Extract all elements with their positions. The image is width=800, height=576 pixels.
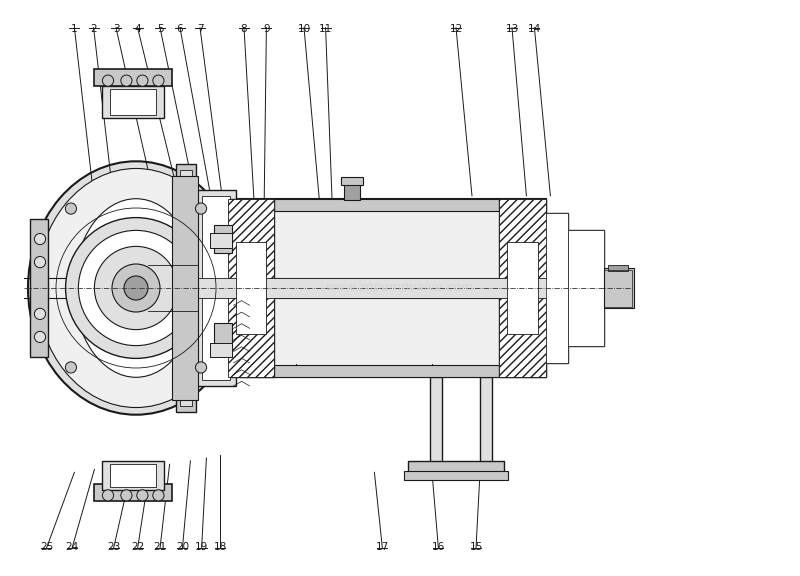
Bar <box>568 230 604 346</box>
Bar <box>228 199 546 211</box>
Text: 21: 21 <box>154 543 166 552</box>
Circle shape <box>137 75 148 86</box>
Bar <box>568 230 604 346</box>
Text: 4: 4 <box>134 24 141 33</box>
Bar <box>507 242 538 334</box>
Circle shape <box>124 276 148 300</box>
Bar <box>344 184 360 200</box>
Circle shape <box>34 308 46 320</box>
Circle shape <box>66 203 77 214</box>
Bar <box>196 190 236 386</box>
Text: 13: 13 <box>506 24 518 33</box>
Bar <box>408 461 504 475</box>
Text: 12: 12 <box>450 24 462 33</box>
Ellipse shape <box>28 161 244 415</box>
Text: 17: 17 <box>376 543 389 552</box>
Text: 20: 20 <box>176 543 189 552</box>
Bar <box>430 377 442 464</box>
Bar <box>604 270 632 307</box>
Bar <box>228 199 546 377</box>
Circle shape <box>112 264 160 312</box>
Circle shape <box>34 233 46 245</box>
Circle shape <box>34 256 46 268</box>
Bar <box>228 199 274 377</box>
Text: 15: 15 <box>470 543 482 552</box>
Bar <box>110 89 156 115</box>
Text: 10: 10 <box>298 24 310 33</box>
Bar <box>210 233 232 248</box>
Bar <box>341 177 363 185</box>
Text: 11: 11 <box>319 24 332 33</box>
Bar <box>210 343 232 357</box>
Bar <box>214 225 232 253</box>
Bar <box>546 213 568 363</box>
Circle shape <box>34 331 46 343</box>
Circle shape <box>195 203 206 214</box>
Bar <box>228 199 274 377</box>
Circle shape <box>102 490 114 501</box>
Circle shape <box>153 75 164 86</box>
Circle shape <box>121 490 132 501</box>
Bar <box>94 69 172 86</box>
Bar <box>499 199 546 377</box>
Ellipse shape <box>37 169 235 408</box>
Circle shape <box>66 362 77 373</box>
Text: 5: 5 <box>157 24 163 33</box>
Bar <box>236 242 266 334</box>
Text: www.zgpumpvalve.com: www.zgpumpvalve.com <box>326 282 474 294</box>
Text: 25: 25 <box>40 543 53 552</box>
Bar <box>604 268 634 308</box>
Bar <box>172 176 198 400</box>
Circle shape <box>66 218 206 358</box>
Text: 1: 1 <box>71 24 78 33</box>
Text: 9: 9 <box>263 24 270 33</box>
Circle shape <box>94 247 178 329</box>
Bar <box>480 377 492 464</box>
Text: 22: 22 <box>131 543 144 552</box>
Text: 8: 8 <box>241 24 247 33</box>
Bar <box>94 484 172 501</box>
Text: 23: 23 <box>107 543 120 552</box>
Text: 7: 7 <box>197 24 203 33</box>
Bar <box>499 199 546 377</box>
Text: 14: 14 <box>528 24 541 33</box>
Text: 24: 24 <box>66 543 78 552</box>
Text: 18: 18 <box>214 543 226 552</box>
Bar <box>102 461 164 490</box>
Bar <box>180 170 192 406</box>
Circle shape <box>121 75 132 86</box>
Circle shape <box>195 362 206 373</box>
Bar <box>176 164 196 412</box>
Bar <box>228 365 546 377</box>
Bar <box>110 464 156 487</box>
Bar <box>546 213 568 363</box>
Text: 16: 16 <box>432 543 445 552</box>
Text: 6: 6 <box>177 24 183 33</box>
Bar <box>404 471 508 480</box>
Text: 19: 19 <box>195 543 208 552</box>
Text: 2: 2 <box>90 24 97 33</box>
Bar <box>148 278 568 298</box>
Text: 3: 3 <box>113 24 119 33</box>
Ellipse shape <box>74 199 198 377</box>
Bar <box>102 86 164 118</box>
Bar <box>214 323 232 351</box>
Circle shape <box>102 75 114 86</box>
Bar <box>30 219 48 357</box>
Circle shape <box>78 230 194 346</box>
Bar <box>608 265 628 271</box>
Circle shape <box>137 490 148 501</box>
Bar <box>202 196 230 380</box>
Circle shape <box>153 490 164 501</box>
